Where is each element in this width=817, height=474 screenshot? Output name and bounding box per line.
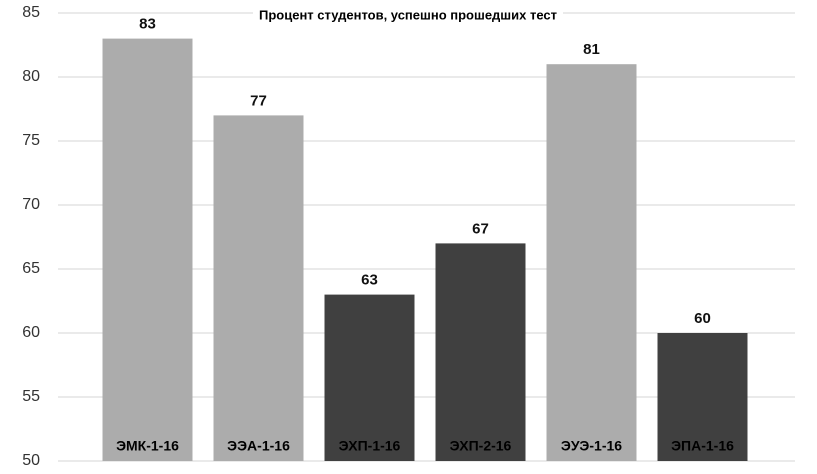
y-tick-label: 70 bbox=[22, 196, 40, 213]
x-tick-label: ЭМК-1-16 bbox=[116, 438, 179, 454]
bar bbox=[657, 333, 748, 461]
x-tick-label: ЭПА-1-16 bbox=[671, 438, 734, 454]
y-tick-label: 55 bbox=[22, 388, 40, 405]
title-background bbox=[253, 5, 563, 25]
x-tick-label: ЭУЭ-1-16 bbox=[561, 438, 622, 454]
y-tick-label: 60 bbox=[22, 324, 40, 341]
y-tick-label: 50 bbox=[22, 452, 40, 469]
bar bbox=[102, 38, 193, 461]
bar bbox=[435, 243, 526, 461]
x-tick-label: ЭЭА-1-16 bbox=[227, 438, 290, 454]
value-label: 77 bbox=[250, 92, 267, 109]
y-tick-label: 80 bbox=[22, 68, 40, 85]
value-label: 60 bbox=[694, 310, 711, 327]
y-tick-label: 65 bbox=[22, 260, 40, 277]
x-tick-label: ЭХП-2-16 bbox=[450, 438, 512, 454]
chart-title: Процент студентов, успешно прошедших тес… bbox=[259, 7, 557, 22]
value-label: 63 bbox=[361, 272, 378, 289]
y-tick-label: 85 bbox=[22, 4, 40, 21]
bar bbox=[213, 115, 304, 462]
value-label: 67 bbox=[472, 220, 489, 237]
value-label: 83 bbox=[139, 16, 156, 33]
bar bbox=[546, 64, 637, 461]
y-tick-label: 75 bbox=[22, 132, 40, 149]
x-tick-label: ЭХП-1-16 bbox=[339, 438, 401, 454]
value-label: 81 bbox=[583, 41, 600, 58]
bar bbox=[324, 294, 415, 461]
